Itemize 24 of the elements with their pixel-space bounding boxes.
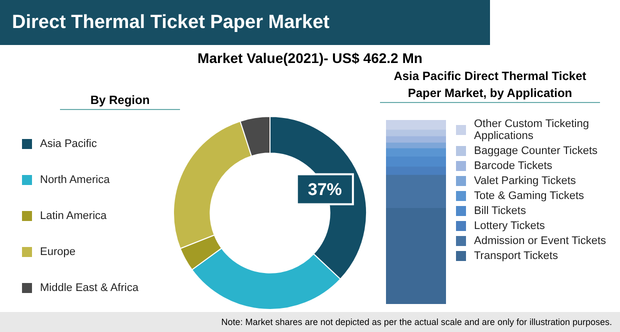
legend-label: North America bbox=[40, 174, 110, 186]
legend-label: Other Custom Ticketing Applications bbox=[474, 118, 590, 142]
data-label: 37% bbox=[308, 180, 342, 199]
chart-subtitle: Market Value(2021)- US$ 462.2 Mn bbox=[196, 50, 424, 66]
legend-label: Tote & Gaming Tickets bbox=[474, 190, 584, 202]
legend-label: Transport Tickets bbox=[474, 250, 558, 262]
text: Asia Pacific Direct Thermal Ticket Paper Market, by Application bbox=[380, 68, 600, 103]
legend-label: Baggage Counter Tickets bbox=[474, 145, 598, 157]
legend-label: Europe bbox=[40, 246, 76, 258]
legend-label: Barcode Tickets bbox=[474, 160, 552, 172]
legend-label: Valet Parking Tickets bbox=[474, 175, 576, 187]
bar bbox=[386, 174, 446, 209]
legend-label: Middle East & Africa bbox=[40, 282, 138, 294]
bar bbox=[386, 120, 446, 130]
legend-label: Lottery Tickets bbox=[474, 220, 545, 232]
legend-label: Bill Tickets bbox=[474, 205, 526, 217]
bar bbox=[386, 136, 446, 144]
chart-title: Direct Thermal Ticket Paper Market bbox=[0, 0, 490, 45]
legend-label: Asia Pacific bbox=[40, 138, 97, 150]
legend-label: Latin America bbox=[40, 210, 107, 222]
bar bbox=[386, 208, 446, 304]
text: Note: Market shares are not depicted as per the actual scale and are only for illustration purposes. bbox=[0, 312, 620, 332]
legend-label: Admission or Event Tickets bbox=[474, 235, 606, 247]
text: By Region bbox=[60, 92, 180, 110]
